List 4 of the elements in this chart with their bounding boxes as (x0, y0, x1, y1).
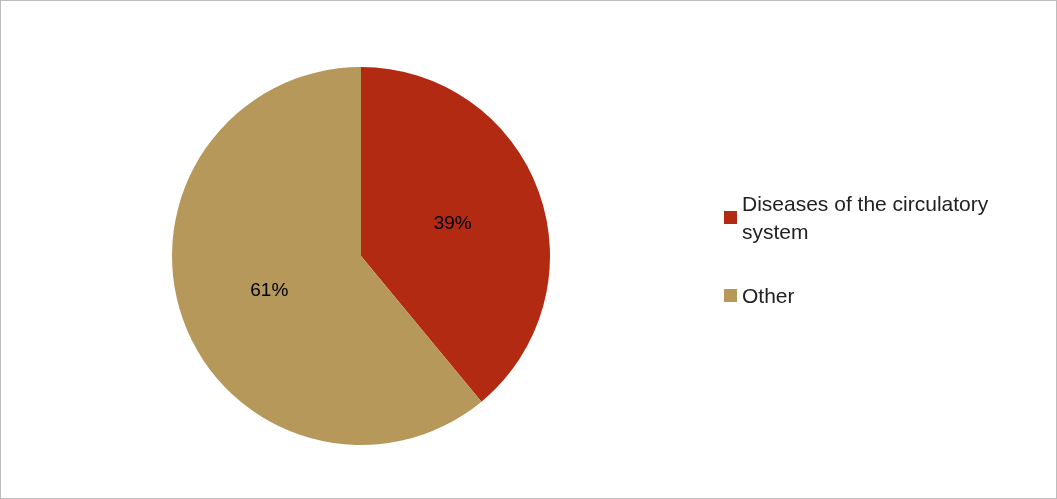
data-label: 39% (433, 212, 472, 234)
legend-label: Other (742, 284, 795, 307)
legend-label: Diseases of the circulatory system (742, 192, 995, 243)
data-label: 61% (250, 278, 289, 300)
